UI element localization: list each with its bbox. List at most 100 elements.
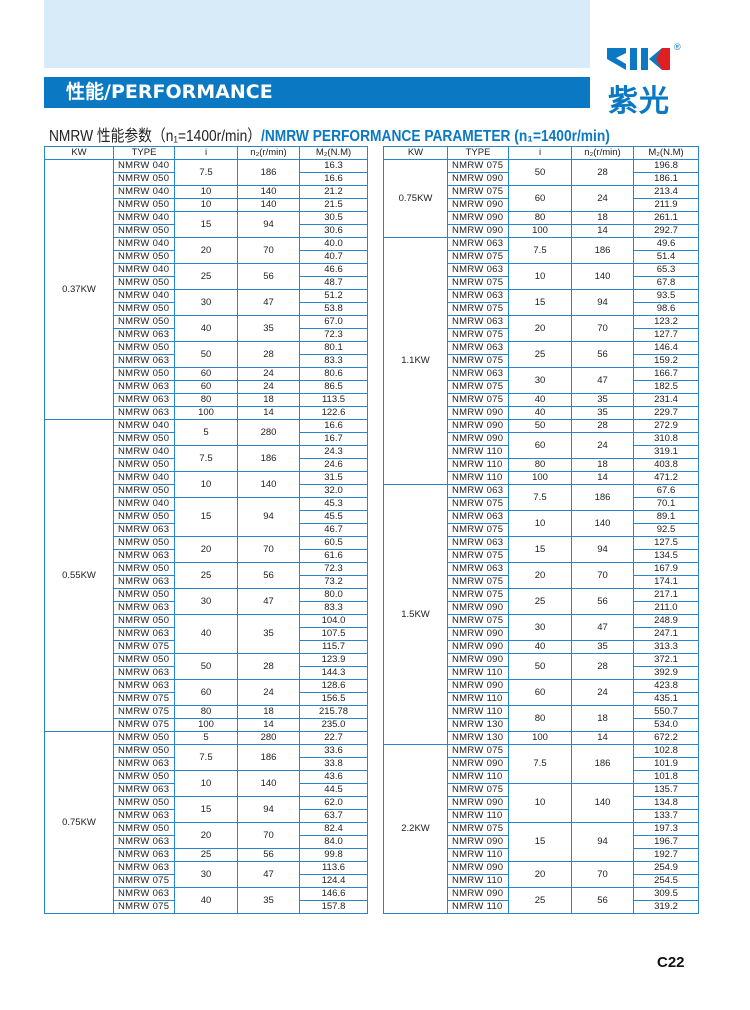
torque-cell: 135.7 (633, 783, 699, 797)
ratio-cell: 10 (174, 198, 238, 212)
type-cell: NMRW 075 (447, 588, 509, 602)
performance-table-right: KW TYPE i n₂(r/min) M₂(N.M) 0.75KW NMRW 075 50 2… (383, 146, 699, 914)
torque-cell: 73.2 (299, 575, 368, 589)
type-cell: NMRW 063 (113, 835, 175, 849)
torque-cell: 192.7 (633, 848, 699, 862)
torque-cell: 423.8 (633, 679, 699, 693)
output-speed-cell: 18 (237, 393, 300, 407)
torque-cell: 40.0 (299, 237, 368, 251)
table-row: NMRW 090 60 24 310.8 (384, 432, 699, 459)
type-cell: NMRW 090 (447, 653, 509, 667)
ratio-cell: 15 (508, 536, 572, 563)
ratio-cell: 25 (508, 588, 572, 615)
torque-cell: 166.7 (633, 367, 699, 381)
type-cell: NMRW 063 (447, 484, 509, 498)
type-cell: NMRW 040 (113, 211, 175, 225)
type-cell: NMRW 050 (113, 731, 175, 745)
table-row: NMRW 075 25 56 217.1 (384, 588, 699, 615)
type-cell: NMRW 090 (447, 601, 509, 615)
torque-cell: 104.0 (299, 614, 368, 628)
type-cell: NMRW 075 (447, 393, 509, 407)
torque-cell: 30.6 (299, 224, 368, 238)
torque-cell: 51.4 (633, 250, 699, 264)
output-speed-cell: 70 (237, 536, 300, 563)
table-row: NMRW 063 100 14 122.6 (45, 406, 368, 420)
ratio-cell: 7.5 (508, 744, 572, 784)
table-row: 0.75KW NMRW 075 50 28 196.8 (383, 159, 699, 238)
type-cell: NMRW 075 (447, 159, 509, 173)
type-cell: NMRW 050 (113, 276, 175, 290)
torque-cell: 16.6 (299, 419, 368, 433)
output-speed-cell: 140 (237, 185, 300, 199)
torque-cell: 157.8 (299, 900, 368, 914)
torque-cell: 67.0 (299, 315, 368, 329)
type-cell: NMRW 090 (447, 198, 509, 212)
type-cell: NMRW 063 (447, 315, 509, 329)
type-cell: NMRW 050 (113, 341, 175, 355)
torque-cell: 98.6 (633, 302, 699, 316)
output-speed-cell: 70 (237, 822, 300, 849)
type-cell: NMRW 090 (447, 861, 509, 875)
ratio-cell: 40 (174, 614, 238, 654)
performance-table-left: KW TYPE i n₂(r/min) M₂(N.M) 0.37KW NMRW 040 7.5… (44, 146, 368, 914)
type-cell: NMRW 040 (113, 445, 175, 459)
ratio-cell: 10 (174, 770, 238, 797)
type-cell: NMRW 090 (447, 640, 509, 654)
torque-cell: 211.9 (633, 198, 699, 212)
ratio-cell: 50 (508, 159, 572, 186)
output-speed-cell: 14 (571, 731, 634, 745)
table-row: NMRW 063 63.7 (45, 809, 368, 823)
type-cell: NMRW 075 (113, 900, 175, 914)
kw-cell: 0.75KW (44, 731, 114, 914)
torque-cell: 197.3 (633, 822, 699, 836)
header-n2: n₂(r/min) (237, 146, 300, 160)
ratio-cell: 7.5 (174, 445, 238, 472)
output-speed-cell: 140 (571, 510, 634, 537)
ratio-cell: 50 (508, 419, 572, 433)
torque-cell: 292.7 (633, 224, 699, 238)
type-cell: NMRW 063 (113, 601, 175, 615)
torque-cell: 310.8 (633, 432, 699, 446)
type-cell: NMRW 090 (447, 679, 509, 693)
ratio-cell: 15 (174, 497, 238, 537)
torque-cell: 93.5 (633, 289, 699, 303)
torque-cell: 211.0 (633, 601, 699, 615)
type-cell: NMRW 050 (113, 614, 175, 628)
torque-cell: 44.5 (299, 783, 368, 797)
type-cell: NMRW 050 (113, 172, 175, 186)
torque-cell: 254.5 (633, 874, 699, 888)
table-row: NMRW 050 15 94 62.0 (45, 796, 368, 823)
type-cell: NMRW 075 (447, 185, 509, 199)
output-speed-cell: 35 (571, 393, 634, 407)
type-cell: NMRW 075 (113, 640, 175, 654)
type-cell: NMRW 050 (113, 302, 175, 316)
table-row: 0.75KW NMRW 050 5 280 22.7 (44, 731, 368, 914)
torque-cell: 134.8 (633, 796, 699, 810)
torque-cell: 53.8 (299, 302, 368, 316)
torque-cell: 63.7 (299, 809, 368, 823)
torque-cell: 83.3 (299, 601, 368, 615)
output-speed-cell: 35 (571, 640, 634, 654)
torque-cell: 61.6 (299, 549, 368, 563)
torque-cell: 80.0 (299, 588, 368, 602)
table-row: NMRW 050 25 56 72.3 (45, 562, 368, 589)
type-cell: NMRW 075 (447, 497, 509, 511)
type-cell: NMRW 075 (447, 276, 509, 290)
table-row: NMRW 050 50 28 123.9 (45, 653, 368, 680)
torque-cell: 127.5 (633, 536, 699, 550)
output-speed-cell: 24 (237, 679, 300, 706)
logo-chinese-name: 紫光 (608, 84, 670, 119)
type-cell: NMRW 063 (447, 536, 509, 550)
table-row: NMRW 075 70.1 (384, 497, 699, 511)
torque-cell: 16.7 (299, 432, 368, 446)
torque-cell: 213.4 (633, 185, 699, 199)
torque-cell: 40.7 (299, 250, 368, 264)
type-cell: NMRW 050 (113, 588, 175, 602)
output-speed-cell: 28 (571, 419, 634, 433)
ratio-cell: 40 (174, 887, 238, 914)
type-cell: NMRW 063 (113, 549, 175, 563)
type-cell: NMRW 050 (113, 250, 175, 264)
torque-cell: 231.4 (633, 393, 699, 407)
output-speed-cell: 14 (571, 224, 634, 238)
subtitle-en: /NMRW PERFORMANCE PARAMETER (n₁=1400r/mi… (260, 128, 610, 145)
